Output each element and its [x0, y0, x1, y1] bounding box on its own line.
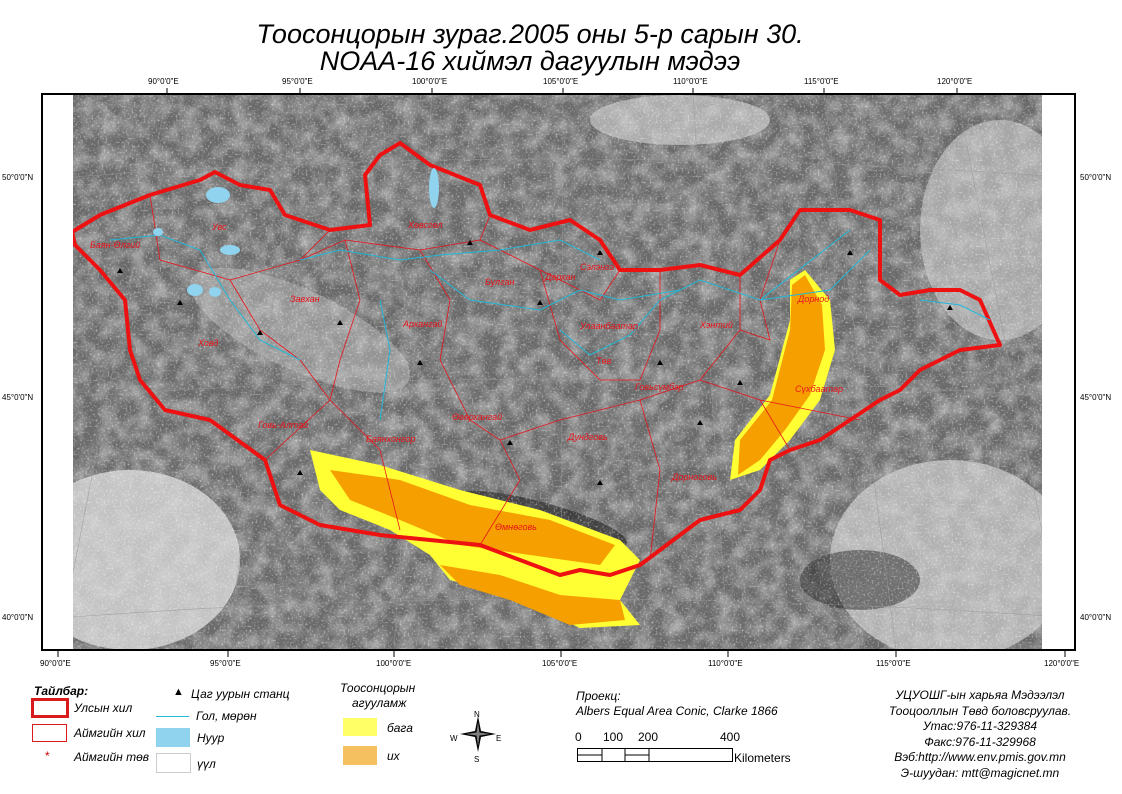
rivers	[109, 229, 991, 421]
lat-label: 40°0'0"N	[1080, 613, 1112, 622]
aimag-label: Булган	[485, 277, 514, 287]
lon-label: 105°0'0"E	[542, 659, 578, 668]
lon-label: 120°0'0"E	[937, 77, 973, 86]
aimag-center-icon: *	[45, 749, 50, 763]
aimag-label: Дорноговь	[671, 472, 717, 482]
aimag-label: Өмнөговь	[495, 522, 537, 532]
legend-cloud: үүл	[197, 757, 216, 771]
aimag-label: Баянхонгор	[366, 434, 415, 444]
credits-line2: Тооцооллын Төвд боловсруулав.	[888, 703, 1072, 718]
lon-label: 100°0'0"E	[412, 77, 448, 86]
legend-aimag-center: Аймгийн төв	[74, 750, 150, 764]
satellite-image: Баян-Өлгий Увс Хөвсгөл Завхан Ховд Архан…	[73, 95, 1042, 649]
legend-dust-low: бага	[387, 721, 413, 735]
dust-low-swatch	[343, 718, 377, 736]
aimag-label: Хөвсгөл	[407, 220, 443, 230]
lon-label: 95°0'0"E	[210, 659, 241, 668]
lat-label: 40°0'0"N	[2, 613, 34, 622]
aimag-label: Ховд	[197, 338, 218, 348]
aimag-label: Дорнод	[797, 294, 829, 304]
map-title-line1: Тоосонцорын зураг.2005 оны 5-р сарын 30.	[256, 19, 804, 49]
scale-tick: 100	[603, 730, 624, 744]
legend-dust-high: их	[387, 749, 400, 763]
compass-rose-icon	[460, 716, 496, 752]
lon-label: 90°0'0"E	[148, 77, 179, 86]
credits-email: Э-шуудан: mtt@magicnet.mn	[900, 765, 1060, 780]
aimag-label: Архангай	[402, 319, 442, 329]
aimag-label: Сэлэнгэ	[580, 262, 615, 272]
national-border-swatch	[31, 698, 69, 718]
aimag-label: Говь-Алтай	[258, 420, 308, 430]
lon-label: 110°0'0"E	[708, 659, 743, 668]
compass-w: W	[450, 734, 458, 743]
aimag-label: Говьсүмбэр	[635, 382, 684, 392]
scale-bar-graphic	[577, 748, 733, 762]
aimag-label: Баян-Өлгий	[90, 240, 140, 250]
legend-dust-title-2: агууламж	[352, 696, 407, 710]
lat-label: 50°0'0"N	[2, 173, 34, 182]
aimag-border-swatch	[32, 724, 67, 742]
legend-lake: Нуур	[197, 731, 225, 745]
map-title-line2: NOAA-16 хиймэл дагуулын мэдээ	[319, 46, 741, 76]
station-icon: ▲	[173, 686, 184, 698]
lon-label: 100°0'0"E	[376, 659, 412, 668]
dust-high-area	[330, 275, 825, 625]
credits-phone: Утас:976-11-329384	[922, 719, 1038, 733]
aimag-label: Өвөрхангай	[452, 412, 502, 422]
aimag-label: Завхан	[290, 294, 320, 304]
compass-e: E	[496, 734, 502, 743]
aimag-label: Төв	[596, 356, 612, 366]
aimag-labels: Баян-Өлгий Увс Хөвсгөл Завхан Ховд Архан…	[90, 220, 843, 532]
aimag-label: Увс	[211, 222, 227, 232]
lon-label: 115°0'0"E	[876, 659, 911, 668]
legend-dust-title: Тоосонцорын	[340, 681, 416, 695]
legend-aimag-border: Аймгийн хил	[74, 726, 146, 740]
aimag-label: Сүхбаатар	[795, 384, 843, 394]
aimag-label: Дундговь	[567, 432, 608, 442]
aimag-label: Хэнтий	[699, 320, 733, 330]
lon-label: 115°0'0"E	[804, 77, 839, 86]
scale-tick: 200	[638, 730, 659, 744]
credits-fax: Факс:976-11-329968	[924, 734, 1036, 749]
cloud-swatch	[156, 753, 191, 773]
lake-swatch	[156, 728, 190, 747]
scale-unit: Kilometers	[734, 751, 791, 765]
compass-s: S	[474, 755, 480, 764]
projection-label: Проекц:	[576, 689, 621, 703]
legend-national-border: Улсын хил	[74, 701, 133, 715]
credits-line1: УЦУОШГ-ын харьяа Мэдээлэл	[895, 688, 1065, 702]
river-swatch	[156, 716, 189, 717]
aimag-label: Дархан	[544, 272, 575, 282]
compass-n: N	[474, 710, 480, 719]
lon-label: 90°0'0"E	[40, 659, 71, 668]
national-border	[73, 141, 1002, 577]
legend-heading: Тайлбар:	[34, 684, 89, 698]
lakes	[153, 168, 439, 297]
credits-web: Вэб:http://www.env.pmis.gov.mn	[894, 750, 1066, 764]
lat-label: 45°0'0"N	[2, 393, 34, 402]
aimag-label: Улаанбаатар	[579, 321, 638, 331]
scale-tick: 400	[720, 730, 741, 744]
projection-value: Albers Equal Area Conic, Clarke 1866	[576, 704, 778, 718]
scale-tick: 0	[575, 730, 582, 744]
credits: УЦУОШГ-ын харьяа Мэдээлэл Тооцооллын Төв…	[860, 688, 1100, 781]
lon-label: 120°0'0"E	[1044, 659, 1080, 668]
lon-label: 110°0'0"E	[673, 77, 708, 86]
lat-label: 45°0'0"N	[1080, 393, 1112, 402]
lon-label: 95°0'0"E	[282, 77, 313, 86]
legend-river: Гол, мөрөн	[196, 709, 257, 723]
dust-high-swatch	[343, 746, 377, 765]
lat-label: 50°0'0"N	[1080, 173, 1112, 182]
lon-label: 105°0'0"E	[543, 77, 579, 86]
legend-weather-station: Цаг уурын станц	[191, 687, 290, 701]
weather-stations	[117, 240, 953, 485]
